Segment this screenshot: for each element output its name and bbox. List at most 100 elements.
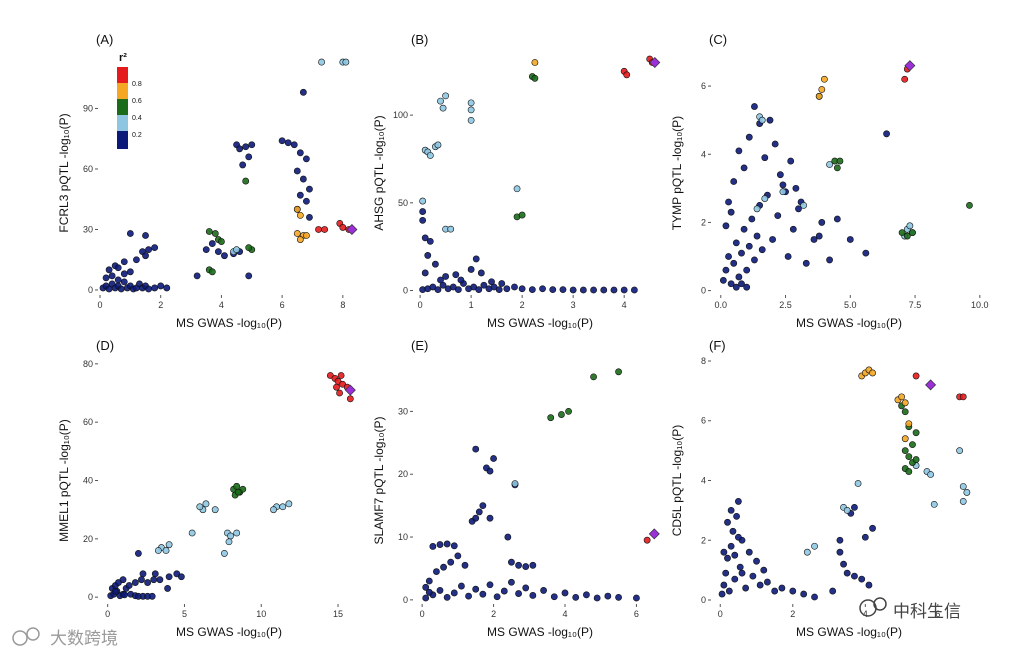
panel-3: 0 5 10 15 0 20 40 60 80(D) MS GWAS -log₁₀(P) MMEL1… [57,338,356,639]
data-point [151,244,159,252]
x-tick-label: 4 [622,300,627,310]
data-point [761,154,769,162]
data-point [437,97,444,105]
data-point [432,260,439,268]
data-point [620,286,628,294]
data-point [956,447,964,455]
data-point [740,225,748,233]
panel-2: 0.0 2.5 5.0 7.5 10.0 0 2 4 6 (C) MS GWAS -log₁₀(P)… [670,32,989,330]
data-point [426,237,434,245]
data-point [450,589,458,597]
x-tick-label: 0 [718,609,723,619]
data-point [108,272,116,280]
watermark-right-icon-b [873,597,887,611]
data-point [753,232,761,240]
data-point [561,589,569,597]
data-point [720,581,728,589]
x-tick-label: 5.0 [844,300,857,310]
x-tick-label: 6 [935,609,940,619]
legend-swatch-orange [117,83,128,99]
data-point [439,104,447,112]
data-point [458,582,465,590]
data-point [227,532,234,540]
data-point [959,498,967,505]
data-point [760,566,768,574]
data-point [730,259,738,267]
data-point [550,593,558,601]
data-point [865,581,873,589]
data-point [795,205,802,213]
data-point [151,570,159,578]
data-point [743,266,751,274]
data-point [270,506,277,514]
data-point [211,230,219,237]
data-point [234,488,242,496]
data-point [901,75,909,83]
data-point [579,286,587,294]
x-tick-label: 3 [571,300,576,310]
data-point [727,280,735,288]
data-point [479,502,487,510]
data-point [306,185,313,193]
data-point [883,130,890,138]
data-point [421,269,429,277]
data-point [452,271,460,279]
data-point [810,236,818,243]
x-tick-label: 2.5 [779,300,792,310]
data-point [549,286,557,294]
x-tick-label: 10 [256,609,266,619]
data-point [177,573,185,581]
data-point [475,508,483,516]
y-tick-label: 80 [83,359,93,369]
data-point [862,249,870,257]
data-point [138,576,145,584]
data-point [572,593,580,601]
data-point [789,225,797,233]
data-point [615,368,622,376]
data-point [154,547,162,554]
data-point [815,232,823,240]
legend-label-0.2: 0.2 [132,132,142,139]
data-point [205,228,213,235]
watermark-right-text: 中科生信 [893,602,961,622]
legend-swatch-lightblue [117,115,128,131]
y-tick-label: 60 [83,164,93,174]
data-point [488,278,495,286]
data-point [315,226,322,233]
y-tick-label: 20 [398,469,408,479]
legend-label-0.8: 0.8 [132,81,142,88]
panel-0: 0 2 4 6 8 0 30 60 90 (A) MS GWAS -log₁₀(P) FCRL3 pQ… [57,32,358,330]
x-tick-label: 4 [863,609,868,619]
data-point [493,593,501,601]
data-point [833,215,841,223]
data-point [142,252,149,260]
data-point [901,408,909,416]
panel-label: (E) [411,338,428,353]
data-point [443,540,451,548]
data-point [131,579,139,586]
data-point [729,527,737,535]
data-point [529,592,537,599]
data-point [105,266,113,274]
x-axis-label: MS GWAS -log₁₀(P) [487,316,593,330]
data-point [518,211,526,219]
data-point [495,286,503,294]
data-point [450,542,458,550]
data-point [593,594,601,602]
data-point [826,256,833,264]
data-point [433,568,440,575]
data-point [318,58,325,66]
data-point [111,587,119,595]
data-point [419,216,427,224]
y-tick-label: 30 [83,224,93,234]
data-point [472,514,480,522]
x-tick-label: 1 [469,300,474,310]
data-point [734,498,742,505]
data-point [120,278,128,286]
data-point [156,576,164,584]
data-point [959,393,967,401]
data-point [472,445,480,453]
watermark-left: 大数跨境 [12,627,118,649]
data-point [480,281,488,289]
